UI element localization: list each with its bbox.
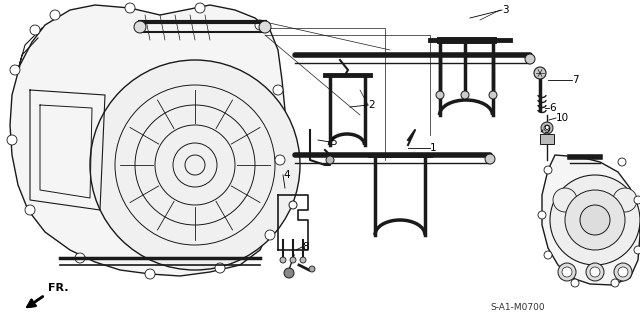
Circle shape: [284, 268, 294, 278]
Circle shape: [10, 65, 20, 75]
Text: 1: 1: [430, 143, 436, 153]
Circle shape: [280, 257, 286, 263]
Circle shape: [300, 257, 306, 263]
Circle shape: [586, 263, 604, 281]
Text: 9: 9: [543, 125, 550, 135]
Text: FR.: FR.: [48, 283, 68, 293]
Circle shape: [544, 125, 550, 131]
Circle shape: [30, 25, 40, 35]
Circle shape: [541, 122, 553, 134]
Circle shape: [571, 279, 579, 287]
Circle shape: [259, 21, 271, 33]
Circle shape: [275, 155, 285, 165]
Circle shape: [613, 188, 637, 212]
Circle shape: [634, 196, 640, 204]
Circle shape: [485, 154, 495, 164]
Circle shape: [145, 269, 155, 279]
Circle shape: [562, 267, 572, 277]
Circle shape: [290, 257, 296, 263]
Circle shape: [215, 263, 225, 273]
Circle shape: [590, 267, 600, 277]
Circle shape: [273, 85, 283, 95]
Circle shape: [90, 60, 300, 270]
Circle shape: [489, 91, 497, 99]
Text: 8: 8: [302, 242, 308, 252]
Circle shape: [7, 135, 17, 145]
FancyBboxPatch shape: [540, 134, 554, 144]
Circle shape: [614, 263, 632, 281]
Circle shape: [565, 190, 625, 250]
Circle shape: [618, 158, 626, 166]
Text: 5: 5: [330, 137, 337, 147]
Circle shape: [309, 266, 315, 272]
Text: 10: 10: [556, 113, 569, 123]
Circle shape: [134, 21, 146, 33]
Text: S-A1-M0700: S-A1-M0700: [490, 303, 545, 313]
Circle shape: [50, 10, 60, 20]
Circle shape: [550, 175, 640, 265]
Text: 2: 2: [368, 100, 374, 110]
Text: 4: 4: [283, 170, 290, 180]
Circle shape: [544, 166, 552, 174]
Circle shape: [326, 156, 334, 164]
Circle shape: [544, 251, 552, 259]
Polygon shape: [10, 5, 285, 276]
Text: 6: 6: [549, 103, 556, 113]
Text: 3: 3: [502, 5, 509, 15]
Circle shape: [125, 3, 135, 13]
Circle shape: [525, 54, 535, 64]
Circle shape: [534, 67, 546, 79]
Circle shape: [195, 3, 205, 13]
Circle shape: [611, 279, 619, 287]
Circle shape: [580, 205, 610, 235]
Circle shape: [25, 205, 35, 215]
Circle shape: [553, 188, 577, 212]
Circle shape: [461, 91, 469, 99]
Circle shape: [265, 230, 275, 240]
Circle shape: [255, 20, 265, 30]
Circle shape: [634, 246, 640, 254]
Polygon shape: [542, 155, 640, 285]
Text: 7: 7: [572, 75, 579, 85]
Circle shape: [618, 267, 628, 277]
Circle shape: [436, 91, 444, 99]
Circle shape: [558, 263, 576, 281]
Circle shape: [75, 253, 85, 263]
Circle shape: [538, 211, 546, 219]
Circle shape: [289, 201, 297, 209]
